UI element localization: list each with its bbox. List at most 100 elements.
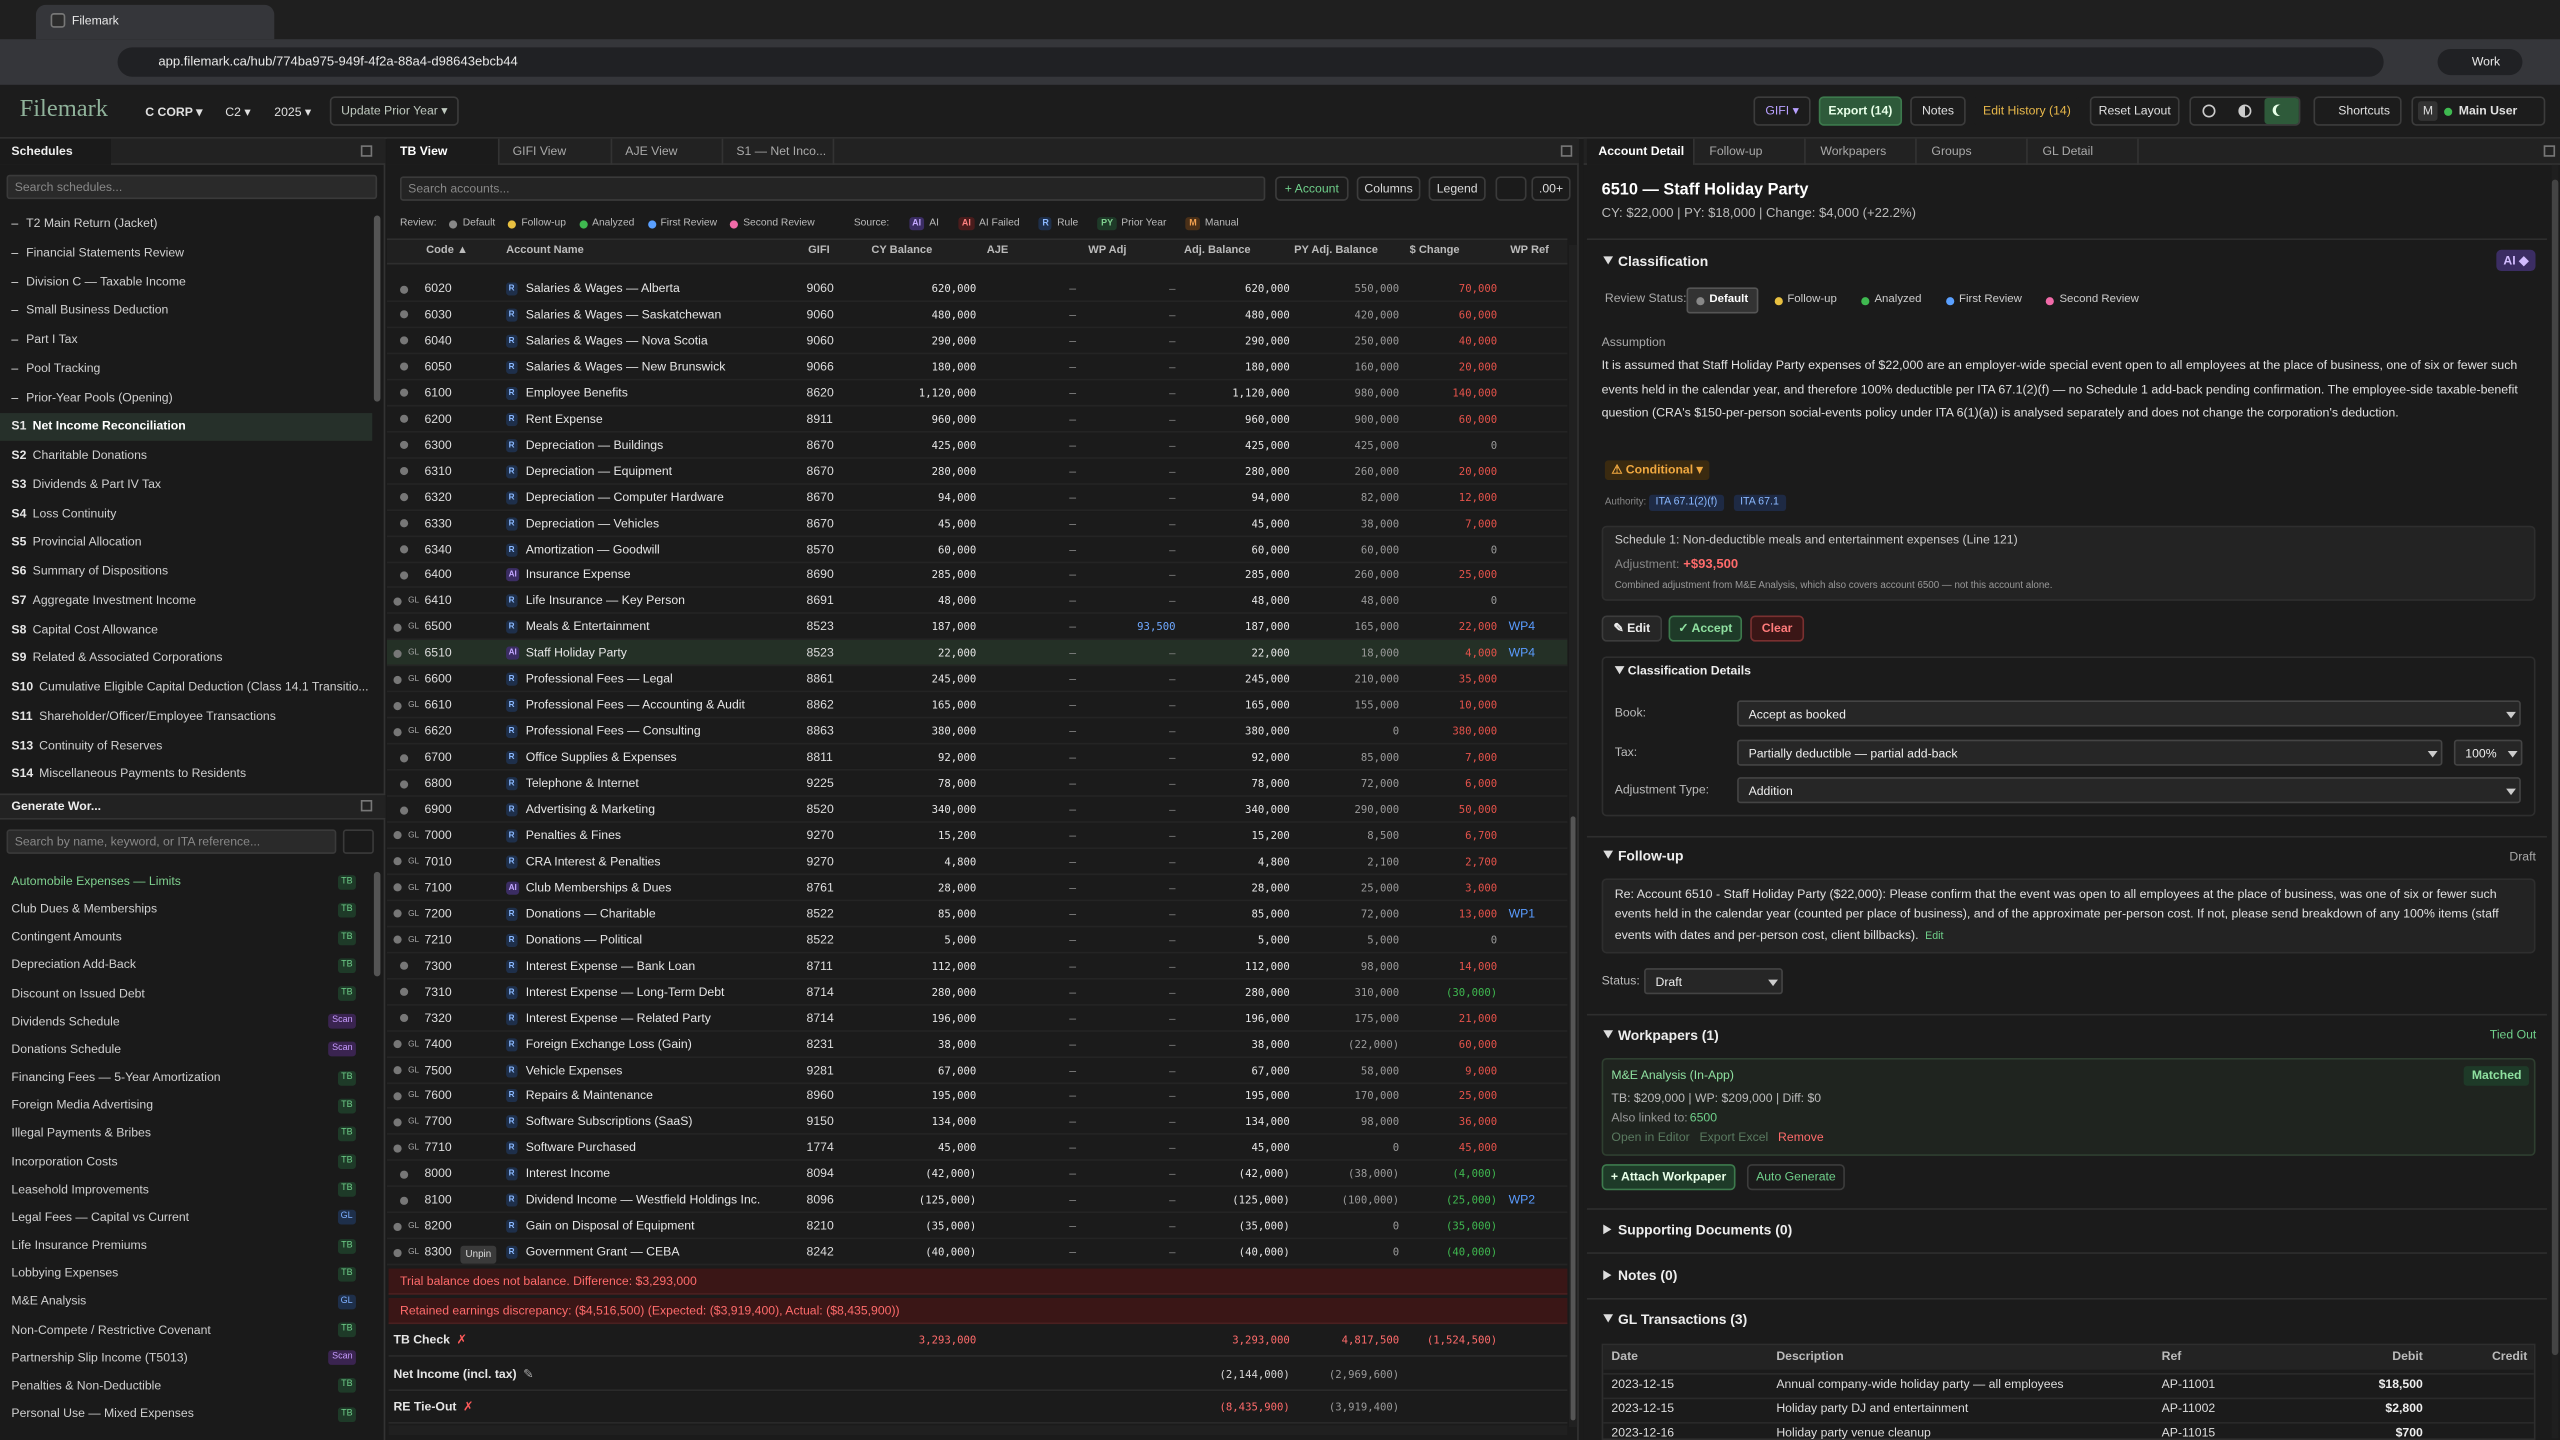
workpaper-template[interactable]: Non-Compete / Restrictive Covenant TB xyxy=(0,1316,372,1344)
schedule-item[interactable]: – Small Business Deduction xyxy=(0,297,372,325)
disclosure-arrow[interactable] xyxy=(1603,850,1614,859)
account-row[interactable]: 6100 R Employee Benefits 8620 1,120,000 – – 1,1… xyxy=(386,380,1568,407)
schedule-item[interactable]: – Financial Statements Review xyxy=(0,239,372,267)
workpaper-template[interactable]: Foreign Media Advertising TB xyxy=(0,1092,372,1120)
disclosure-arrow[interactable] xyxy=(1603,1270,1612,1280)
column-header[interactable]: Code ▲ xyxy=(426,244,468,257)
workpaper-template[interactable]: Automobile Expenses — Limits TB xyxy=(0,868,372,896)
popout-icon[interactable] xyxy=(1560,145,1573,157)
view-tab[interactable]: AJE View xyxy=(612,138,724,165)
field-select[interactable]: Accept as booked xyxy=(1737,700,2521,727)
account-row[interactable]: 8000 R Interest Income 8094 (42,000) – – (42,00… xyxy=(386,1161,1568,1188)
workpaper-template[interactable]: Life Insurance Premiums TB xyxy=(0,1232,372,1260)
section-title[interactable]: Workpapers (1) xyxy=(1617,1026,1719,1044)
workpaper-link[interactable]: Open in Editor xyxy=(1611,1129,1690,1145)
workpaper-template[interactable]: Contingent Amounts TB xyxy=(0,924,372,952)
account-row[interactable]: GL 7700 R Software Subscriptions (SaaS) 9150… xyxy=(386,1109,1568,1136)
workpaper-template[interactable]: Personal Use — Mixed Expenses TB xyxy=(0,1400,372,1428)
authority-link[interactable]: ITA 67.1 xyxy=(1733,494,1786,512)
schedule-item[interactable]: – Pool Tracking xyxy=(0,355,372,383)
account-row[interactable]: GL 7600 R Repairs & Maintenance 8960 195,000 –… xyxy=(386,1083,1568,1110)
attach-workpaper[interactable]: + Attach Workpaper xyxy=(1601,1164,1736,1191)
edit-history[interactable]: Edit History (14) xyxy=(1973,96,2080,126)
workpaper-template[interactable]: Dividends Schedule Scan xyxy=(0,1008,372,1036)
detail-tab[interactable]: Account Detail xyxy=(1586,138,1695,165)
update-prior-year[interactable]: Update Prior Year ▾ xyxy=(329,96,459,126)
workpaper-template[interactable]: Partnership Slip Income (T5013) Scan xyxy=(0,1344,372,1372)
wp-ref[interactable]: WP1 xyxy=(1508,905,1536,921)
wp-ref[interactable]: WP4 xyxy=(1508,645,1536,661)
form-select[interactable]: C2 ▾ xyxy=(225,104,251,120)
disclosure-arrow[interactable] xyxy=(1603,1314,1614,1323)
schedule-item[interactable]: S9 Related & Associated Corporations xyxy=(0,644,372,672)
user-menu[interactable] xyxy=(2411,96,2546,126)
workpaper-template[interactable]: Illegal Payments & Bribes TB xyxy=(0,1120,372,1148)
schedule-item[interactable]: S5 Provincial Allocation xyxy=(0,529,372,557)
workpaper-template[interactable]: Leasehold Improvements TB xyxy=(0,1176,372,1204)
schedule-item[interactable]: S8 Capital Cost Allowance xyxy=(0,616,372,644)
column-header[interactable]: Account Name xyxy=(506,244,584,257)
account-row[interactable]: 6900 R Advertising & Marketing 8520 340,000 –… xyxy=(386,797,1568,823)
review-option[interactable]: Default xyxy=(1686,287,1758,314)
detail-tab[interactable]: Workpapers xyxy=(1809,138,1917,165)
column-header[interactable]: GIFI xyxy=(808,244,830,257)
schedule-item[interactable]: S4 Loss Continuity xyxy=(0,500,372,528)
account-row[interactable]: 6030 R Salaries & Wages — Saskatchewan 9060… xyxy=(386,302,1568,329)
profile-button[interactable] xyxy=(2437,48,2523,76)
workpaper-template[interactable]: Penalties & Non-Deductible TB xyxy=(0,1372,372,1400)
status-select[interactable]: Draft xyxy=(1644,968,1783,995)
account-row[interactable]: 6310 R Depreciation — Equipment 8670 280,000… xyxy=(386,458,1568,485)
classification-action[interactable]: Clear xyxy=(1750,615,1805,642)
url-field[interactable] xyxy=(117,47,2384,77)
account-row[interactable]: GL 7400 R Foreign Exchange Loss (Gain) 8231 3… xyxy=(386,1031,1568,1058)
workpaper-template[interactable]: M&E Analysis GL xyxy=(0,1288,372,1316)
schedule-item[interactable]: S1 Net Income Reconciliation xyxy=(0,412,373,441)
disclosure-arrow[interactable] xyxy=(1603,1224,1612,1235)
workpaper-template[interactable]: Club Dues & Memberships TB xyxy=(0,896,372,924)
schedule-item[interactable]: S13 Continuity of Reserves xyxy=(0,731,372,759)
workpaper-template[interactable]: Donations Schedule Scan xyxy=(0,1036,372,1064)
disclosure-arrow[interactable] xyxy=(1603,256,1614,265)
field-select[interactable]: Partially deductible — partial add-back xyxy=(1737,739,2443,766)
schedule-item[interactable]: – T2 Main Return (Jacket) xyxy=(0,210,372,238)
details-title[interactable]: Classification Details xyxy=(1627,662,1751,678)
followup-edit[interactable]: Edit xyxy=(1925,930,1944,942)
auto-generate[interactable]: Auto Generate xyxy=(1746,1164,1845,1191)
column-header[interactable]: WP Ref xyxy=(1510,244,1549,257)
export-button[interactable]: Export (14) xyxy=(1818,96,1903,126)
schedule-item[interactable]: S11 Shareholder/Officer/Employee Transact… xyxy=(0,702,372,730)
account-row[interactable]: GL 7210 R Donations — Political 8522 5,000 – – 5… xyxy=(386,927,1568,954)
decimals-toggle[interactable]: .00+ xyxy=(1531,176,1571,201)
account-row[interactable]: GL 7200 R Donations — Charitable 8522 85,000 –… xyxy=(386,901,1568,928)
schedule-item[interactable]: – Division C — Taxable Income xyxy=(0,268,372,296)
account-row[interactable]: GL 6500 R Meals & Entertainment 8523 187,000 –… xyxy=(386,614,1568,641)
generate-search[interactable] xyxy=(6,829,337,854)
account-row[interactable]: GL 6410 R Life Insurance — Key Person 8691 48… xyxy=(386,588,1568,615)
nav-arrows[interactable] xyxy=(1495,176,1527,201)
schedule-item[interactable]: S7 Aggregate Investment Income xyxy=(0,587,372,615)
schedule-item[interactable]: S10 Cumulative Eligible Capital Deduction… xyxy=(0,673,372,701)
detail-tab[interactable]: GL Detail xyxy=(2031,138,2139,165)
workpaper-template[interactable]: Discount on Issued Debt TB xyxy=(0,980,372,1008)
detail-tab[interactable]: Groups xyxy=(1920,138,2028,165)
schedule-item[interactable]: S2 Charitable Donations xyxy=(0,442,372,470)
accounts-search[interactable] xyxy=(400,176,1266,201)
account-row[interactable]: GL 6510 AI Staff Holiday Party 8523 22,000 – – 2… xyxy=(386,640,1568,667)
account-row[interactable]: 6200 R Rent Expense 8911 960,000 – – 960,000 900… xyxy=(386,406,1568,433)
account-row[interactable]: GL 6610 R Professional Fees — Accounting & … xyxy=(386,693,1568,719)
section-title[interactable]: Follow-up xyxy=(1617,847,1684,864)
theme-dark[interactable] xyxy=(2264,97,2299,125)
popout-icon[interactable] xyxy=(360,145,373,157)
account-row[interactable]: 6300 R Depreciation — Buildings 8670 425,000… xyxy=(386,432,1568,459)
account-row[interactable]: 6020 R Salaries & Wages — Alberta 9060 620,0… xyxy=(386,276,1568,303)
review-option[interactable]: Second Review xyxy=(2038,289,2147,312)
section-title[interactable]: GL Transactions (3) xyxy=(1617,1311,1748,1328)
schedule-item[interactable]: S6 Summary of Dispositions xyxy=(0,558,372,586)
disclosure-arrow[interactable] xyxy=(1614,666,1625,675)
review-option[interactable]: First Review xyxy=(1938,289,2030,312)
workpaper-link[interactable]: Export Excel xyxy=(1699,1129,1769,1145)
account-row[interactable]: GL 6600 R Professional Fees — Legal 8861 245,… xyxy=(386,667,1568,693)
account-row[interactable]: 6340 R Amortization — Goodwill 8570 60,000 – –… xyxy=(386,536,1568,563)
theme-light[interactable] xyxy=(2202,104,2216,118)
conditional-badge[interactable]: ⚠ Conditional ▾ xyxy=(1604,460,1710,481)
